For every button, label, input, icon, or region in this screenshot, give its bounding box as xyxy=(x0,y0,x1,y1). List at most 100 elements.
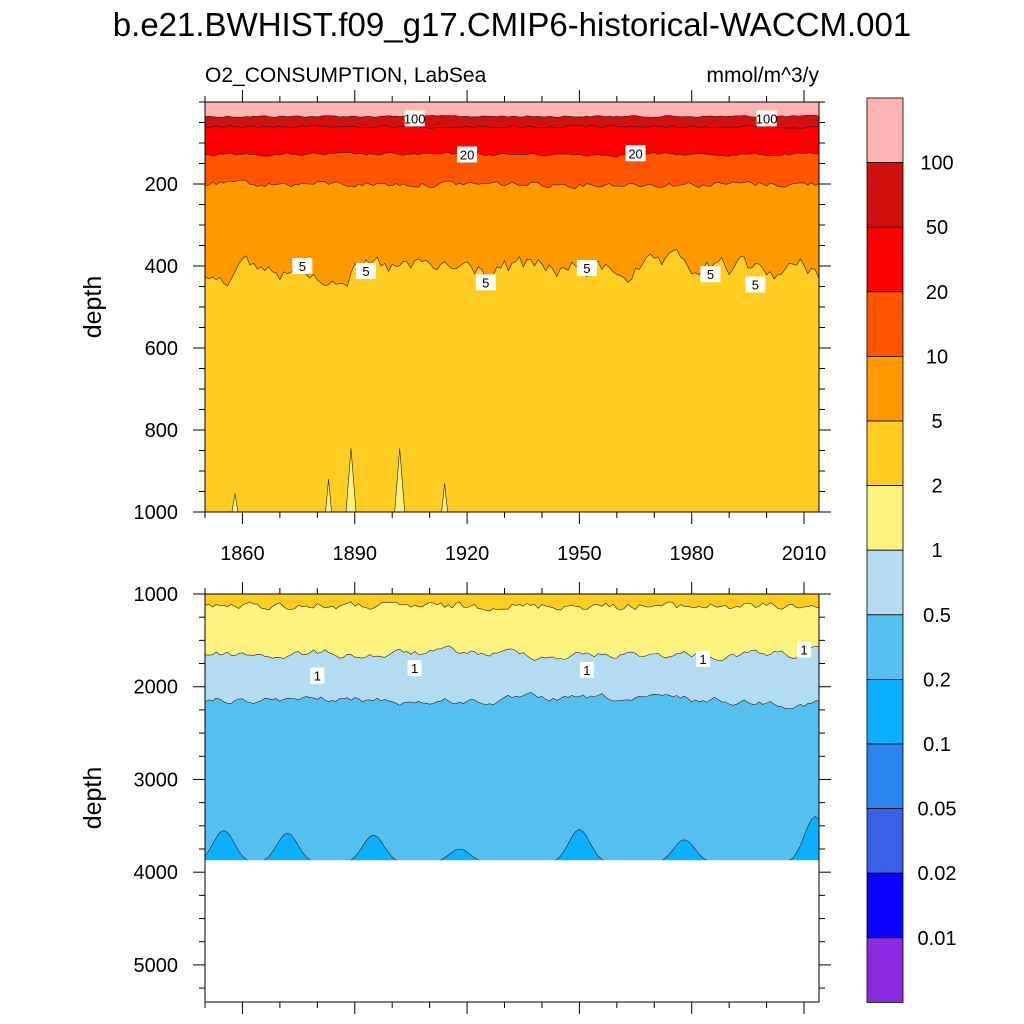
colorbar-label: 5 xyxy=(931,411,942,433)
colorbar-swatch xyxy=(866,162,904,228)
upper-contour-label: 20 xyxy=(457,146,478,163)
colorbar-label: 1 xyxy=(931,540,942,562)
y-tick-label: 3000 xyxy=(134,769,179,791)
upper-contour-label: 20 xyxy=(625,145,646,162)
colorbar-label: 0.1 xyxy=(923,734,951,756)
lower-ylabel: depth xyxy=(79,767,107,830)
upper-contour-label-text: 5 xyxy=(299,259,306,274)
upper-contour-label: 5 xyxy=(576,260,597,277)
colorbar-label: 50 xyxy=(926,217,948,239)
colorbar-label: 20 xyxy=(926,282,948,304)
colorbar-label: 10 xyxy=(926,346,948,368)
upper-contour-label: 5 xyxy=(355,262,376,279)
colorbar-swatch xyxy=(866,226,904,293)
lower-contour-label: 1 xyxy=(579,662,594,679)
lower-contour-line xyxy=(205,645,819,662)
colorbar-swatch xyxy=(866,97,904,163)
y-tick-label: 400 xyxy=(145,256,178,278)
upper-contour-line xyxy=(205,249,819,287)
colorbar-swatch xyxy=(866,808,904,874)
y-tick-label: 1000 xyxy=(134,584,179,606)
colorbar-label: 0.02 xyxy=(918,863,957,885)
colorbar-label: 0.5 xyxy=(923,605,951,627)
upper-contour-label: 100 xyxy=(756,110,778,127)
upper-contour-label: 5 xyxy=(700,266,721,283)
y-tick-label: 600 xyxy=(145,338,178,360)
upper-spike xyxy=(394,448,405,512)
y-tick-label: 5000 xyxy=(134,955,179,977)
colorbar-swatch xyxy=(866,420,904,486)
x-tick-label: 2010 xyxy=(782,543,827,565)
upper-band-2-5 xyxy=(205,249,819,512)
colorbar-label: 0.2 xyxy=(923,669,951,691)
colorbar-swatch xyxy=(866,355,904,422)
lower-frame xyxy=(204,593,820,1003)
colorbar-swatch xyxy=(866,614,904,680)
lower-contour-label: 1 xyxy=(407,660,422,677)
x-tick-label: 1860 xyxy=(220,543,265,565)
colorbar-label: 100 xyxy=(920,153,953,175)
upper-spike xyxy=(231,493,239,512)
y-tick-label: 200 xyxy=(145,174,178,196)
chart-title: b.e21.BWHIST.f09_g17.CMIP6-historical-WA… xyxy=(113,6,911,43)
upper-contour-label-text: 20 xyxy=(628,146,642,161)
colorbar-swatch xyxy=(866,291,904,357)
lower-contour-label-text: 1 xyxy=(314,669,321,684)
x-tick-label: 1980 xyxy=(669,543,714,565)
upper-contour-line xyxy=(205,114,819,118)
lower-contour-label-text: 1 xyxy=(699,652,706,667)
upper-axes: 1860 1890 1920 1950 1980 2010 200 400 600 800 1000 xyxy=(134,90,831,565)
colorbar: 100 50 20 10 5 2 1 0.5 0.2 0.1 0.05 0.02 0.01 xyxy=(866,97,957,1003)
upper-contour-label-text: 5 xyxy=(752,277,759,292)
colorbar-swatch xyxy=(866,679,904,745)
upper-panel: 100 100 20 20 5 5 5 5 5 5 xyxy=(205,102,819,512)
upper-spike xyxy=(325,479,332,512)
upper-spike xyxy=(345,448,357,512)
x-tick-label: 1890 xyxy=(333,543,378,565)
x-tick-label: 1950 xyxy=(557,543,602,565)
units-label: mmol/m^3/y xyxy=(706,64,819,87)
y-tick-label: 2000 xyxy=(134,677,179,699)
colorbar-label: 0.05 xyxy=(918,799,957,821)
y-tick-label: 1000 xyxy=(134,502,179,524)
lower-contour-line xyxy=(205,691,819,709)
colorbar-swatch xyxy=(866,485,904,551)
variable-label: O2_CONSUMPTION, LabSea xyxy=(205,64,487,87)
upper-contour-label-text: 100 xyxy=(756,111,778,126)
lower-band-0.2-0.5 xyxy=(205,692,819,861)
lower-contour-label: 1 xyxy=(797,641,812,658)
upper-contour-label: 5 xyxy=(475,274,496,291)
upper-contour-line xyxy=(205,151,819,158)
y-tick-label: 4000 xyxy=(134,862,179,884)
upper-contour-label-text: 5 xyxy=(482,275,489,290)
lower-contour-label-text: 1 xyxy=(583,663,590,678)
upper-ylabel: depth xyxy=(79,276,107,339)
lower-contour-label: 1 xyxy=(695,650,710,667)
lower-axes: 1000 2000 3000 4000 5000 xyxy=(134,582,831,1014)
lower-contour-label: 1 xyxy=(310,667,325,684)
colorbar-swatch xyxy=(866,549,904,616)
upper-contour-line xyxy=(205,124,819,129)
upper-contour-label-text: 100 xyxy=(404,111,426,126)
upper-contour-label-text: 5 xyxy=(362,264,369,279)
lower-contour-label-text: 1 xyxy=(800,643,807,658)
upper-contour-label: 5 xyxy=(745,276,766,293)
colorbar-swatch xyxy=(866,937,904,1003)
upper-contour-label-text: 20 xyxy=(460,147,474,162)
lower-contour-line xyxy=(205,601,819,612)
colorbar-swatch xyxy=(866,872,904,939)
upper-contour-label: 100 xyxy=(404,110,426,127)
colorbar-label: 0.01 xyxy=(918,928,957,950)
colorbar-label: 2 xyxy=(931,476,942,498)
upper-contour-label-text: 5 xyxy=(583,261,590,276)
x-tick-label: 1920 xyxy=(445,543,490,565)
upper-contour-line xyxy=(205,179,819,190)
upper-spike xyxy=(441,483,448,512)
upper-contour-label-text: 5 xyxy=(707,267,714,282)
lower-contour-line xyxy=(205,816,819,861)
lower-contour-label-text: 1 xyxy=(411,661,418,676)
upper-contour-label: 5 xyxy=(292,258,313,274)
lower-panel: 1 1 1 1 1 xyxy=(205,594,819,861)
colorbar-swatch xyxy=(866,743,904,809)
